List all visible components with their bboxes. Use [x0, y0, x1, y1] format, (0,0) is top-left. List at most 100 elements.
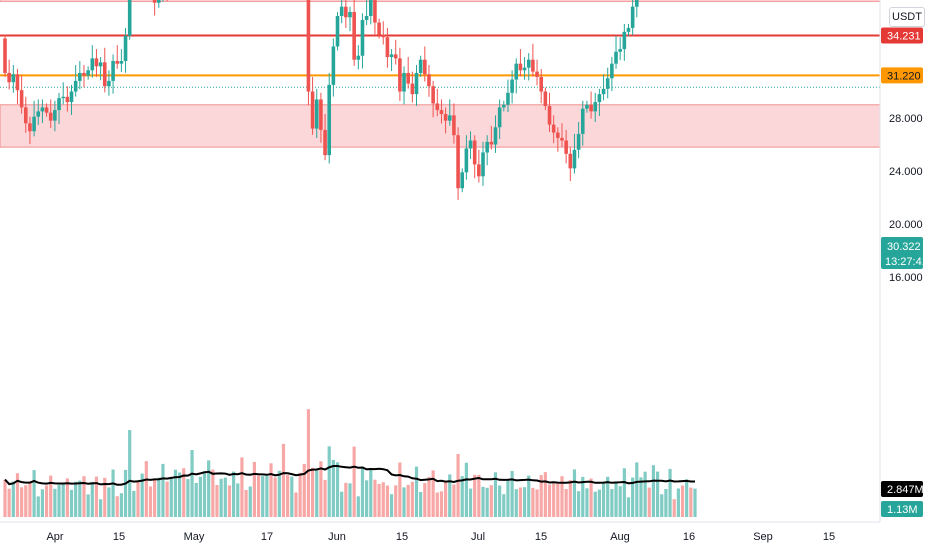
- candle-body: [580, 108, 585, 134]
- volume-bar: [331, 459, 335, 517]
- volume-bar: [448, 474, 452, 517]
- candle: [127, 0, 132, 40]
- volume-bar: [315, 470, 319, 517]
- volume-bar: [564, 489, 568, 517]
- volume-bar: [614, 482, 618, 517]
- candle: [352, 0, 356, 66]
- candle: [23, 96, 28, 133]
- candle-body: [506, 92, 510, 105]
- candle-body: [418, 59, 423, 73]
- resistance-2-tag: 34.231: [881, 27, 923, 44]
- candle: [572, 133, 577, 174]
- volume-bar: [227, 485, 232, 517]
- volume-bar: [177, 472, 182, 517]
- volume-bar: [643, 471, 647, 517]
- volume-bar: [473, 474, 477, 517]
- volume-bar: [144, 461, 148, 517]
- volume-bar: [560, 476, 564, 517]
- volume-bar: [261, 476, 265, 517]
- candle: [435, 88, 440, 117]
- candle-body: [389, 54, 394, 58]
- currency-badge[interactable]: USDT: [889, 7, 925, 27]
- candle-body: [356, 55, 361, 60]
- volume-bar: [123, 469, 128, 517]
- volume-bar: [290, 476, 294, 517]
- candle: [605, 67, 610, 99]
- volume-bar: [427, 476, 431, 517]
- volume-bar: [622, 468, 626, 517]
- candle-body: [443, 114, 448, 121]
- volume-last-tag-text: 1.13M: [887, 504, 918, 516]
- candle-body: [78, 72, 82, 81]
- volume-bar: [173, 469, 178, 517]
- candle-body: [19, 90, 24, 108]
- volume-bar: [360, 466, 365, 517]
- orange-level-tag: 31.220: [881, 67, 923, 84]
- candle: [522, 57, 527, 80]
- candle-body: [547, 106, 552, 125]
- candle: [69, 84, 74, 115]
- volume-bar: [286, 475, 290, 517]
- candle-body: [314, 99, 319, 129]
- volume-bar: [78, 480, 82, 517]
- volume-bar: [543, 472, 547, 517]
- candle-body: [69, 91, 74, 103]
- candle: [389, 49, 394, 71]
- volume-bar: [356, 496, 360, 517]
- candle: [597, 88, 602, 117]
- candle-body: [630, 6, 635, 28]
- volume-bar: [65, 478, 69, 517]
- volume-bar: [402, 487, 406, 517]
- candle: [497, 99, 502, 139]
- candle: [335, 12, 340, 51]
- candle-body: [439, 110, 444, 115]
- candle: [65, 86, 70, 112]
- volume-bar: [647, 487, 651, 517]
- candle: [618, 37, 622, 61]
- volume-bar: [539, 475, 543, 517]
- candle: [123, 27, 128, 73]
- candle-body: [539, 76, 544, 92]
- x-tick-label: 15: [535, 531, 547, 543]
- volume-bar: [20, 487, 24, 517]
- last-price-tag-bg: [881, 237, 923, 269]
- candle: [518, 49, 523, 77]
- candle-body: [344, 6, 348, 18]
- candle: [481, 141, 485, 186]
- candle: [98, 57, 103, 81]
- volume-bar: [182, 468, 186, 517]
- countdown-timer: 13:27:41: [885, 256, 928, 268]
- resistance-2-tag-text: 34.231: [887, 30, 921, 42]
- candle: [373, 0, 377, 35]
- volume-bar: [435, 492, 439, 517]
- candle-body: [368, 0, 373, 16]
- candle: [410, 71, 415, 103]
- volume-bar: [169, 478, 173, 517]
- candle: [477, 149, 481, 183]
- candle: [344, 0, 348, 28]
- volume-bar: [489, 485, 493, 517]
- candle: [368, 0, 373, 25]
- candle-body: [348, 12, 352, 18]
- candle: [402, 66, 406, 105]
- volume-bar: [132, 490, 136, 517]
- candle: [418, 55, 423, 77]
- volume-bar: [219, 478, 223, 517]
- candle-body: [576, 133, 581, 150]
- candle-body: [61, 96, 65, 99]
- volume-bar: [128, 430, 132, 517]
- candle-body: [626, 27, 631, 32]
- candle: [531, 43, 535, 77]
- candle: [314, 88, 319, 139]
- candle-body: [406, 72, 410, 84]
- candle-body: [82, 72, 86, 76]
- volume-bar: [136, 481, 140, 517]
- volume-bar: [252, 461, 256, 517]
- volume-bar: [468, 488, 473, 517]
- candle-body: [477, 164, 481, 177]
- candle-body: [614, 51, 618, 64]
- candle-body: [593, 102, 598, 112]
- volume-bar: [618, 486, 622, 517]
